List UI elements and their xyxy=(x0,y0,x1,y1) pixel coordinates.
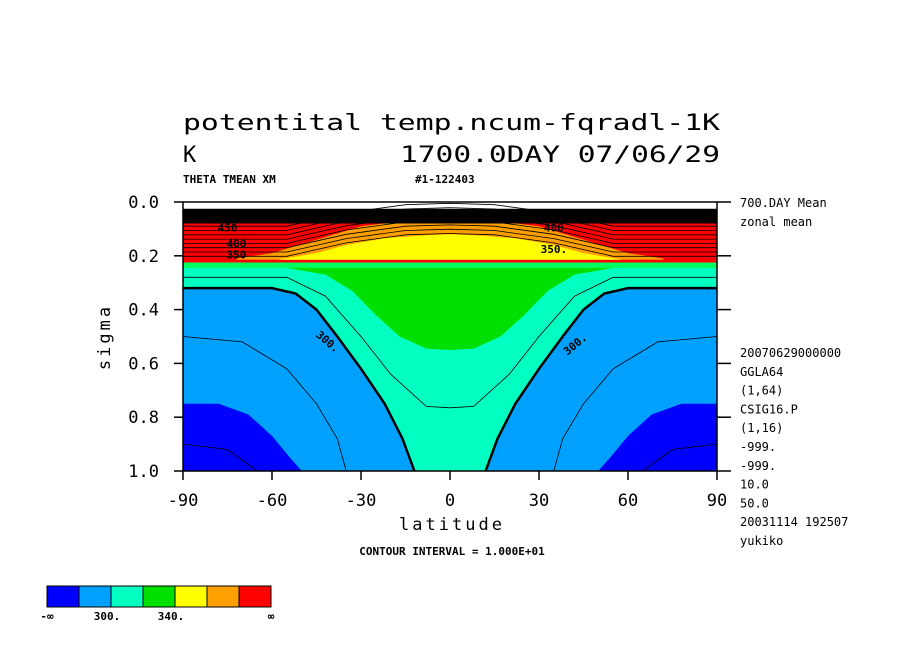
colorbar-label: 300. xyxy=(94,610,121,623)
contour-fill xyxy=(183,403,302,471)
contour-line xyxy=(484,286,717,472)
colorbar-cell xyxy=(142,585,176,608)
contour-line xyxy=(183,276,717,409)
contour-line xyxy=(183,233,717,257)
y-tick-label: 1.0 xyxy=(128,462,159,482)
x-tick-label: -90 xyxy=(168,491,199,511)
info-text: 50.0 xyxy=(740,496,769,510)
contour-label: 400 xyxy=(226,238,246,251)
info-text: 20031114 192507 xyxy=(740,515,848,529)
info-text: -999. xyxy=(740,459,776,473)
y-tick-label: 0.4 xyxy=(128,301,159,321)
chart-subtitle: 1700.0DAY 07/06/29 xyxy=(400,143,720,168)
contour-line xyxy=(183,228,717,253)
colorbar-cell xyxy=(238,585,272,608)
info-text: 20070629000000 xyxy=(740,346,841,360)
info-text: yukiko xyxy=(740,534,783,548)
x-tick-label: -60 xyxy=(257,491,288,511)
y-tick-label: 0.8 xyxy=(128,408,159,428)
colorbar-cell xyxy=(78,585,112,608)
colorbar-label: -∞ xyxy=(40,610,54,623)
contour-line xyxy=(183,224,717,249)
x-tick-label: 90 xyxy=(707,491,727,511)
info-text: zonal mean xyxy=(740,215,812,229)
colorbar-label: 340. xyxy=(158,610,185,623)
colorbar-cell xyxy=(46,585,80,608)
x-tick-label: -30 xyxy=(346,491,377,511)
colorbar-cell xyxy=(110,585,144,608)
contour-line xyxy=(183,202,717,227)
contour-fill xyxy=(183,262,717,268)
contour-fill xyxy=(183,255,717,350)
info-text: 700.DAY Mean xyxy=(740,196,827,210)
contour-line xyxy=(183,286,416,472)
info-text: 10.0 xyxy=(740,478,769,492)
x-tick-label: 30 xyxy=(529,491,549,511)
y-axis-label: sigma xyxy=(95,304,115,370)
y-tick-label: 0.2 xyxy=(128,247,159,267)
colorbar-cell xyxy=(174,585,208,608)
contour-label: 450 xyxy=(218,222,238,235)
run-id: #1-122403 xyxy=(415,173,475,186)
y-tick-label: 0.0 xyxy=(128,193,159,213)
x-tick-label: 0 xyxy=(445,491,455,511)
contour-fill xyxy=(277,234,623,260)
contour-line xyxy=(183,220,717,244)
x-tick-label: 60 xyxy=(618,491,638,511)
contour-label: 350. xyxy=(541,243,568,256)
contour-line xyxy=(183,207,717,231)
contour-label: 350 xyxy=(226,248,246,261)
info-text: CSIG16.P xyxy=(740,402,798,416)
contour-interval: CONTOUR INTERVAL = 1.000E+01 xyxy=(359,545,545,558)
info-text: (1,16) xyxy=(740,421,783,435)
variable-label: THETA TMEAN XM xyxy=(183,173,276,186)
contour-line xyxy=(183,215,717,240)
x-axis-label: latitude xyxy=(399,515,505,535)
colorbar-cell xyxy=(206,585,240,608)
info-text: GGLA64 xyxy=(740,365,783,379)
contour-label: 400 xyxy=(544,222,564,235)
contour-line xyxy=(183,211,717,236)
unit-label: K xyxy=(183,143,197,168)
info-text: (1,64) xyxy=(740,384,783,398)
colorbar-label: ∞ xyxy=(268,610,275,623)
contour-fill xyxy=(598,403,717,471)
chart-title: potentital temp.ncum-fqradl-1K xyxy=(183,111,721,136)
info-text: -999. xyxy=(740,440,776,454)
y-tick-label: 0.6 xyxy=(128,354,159,374)
